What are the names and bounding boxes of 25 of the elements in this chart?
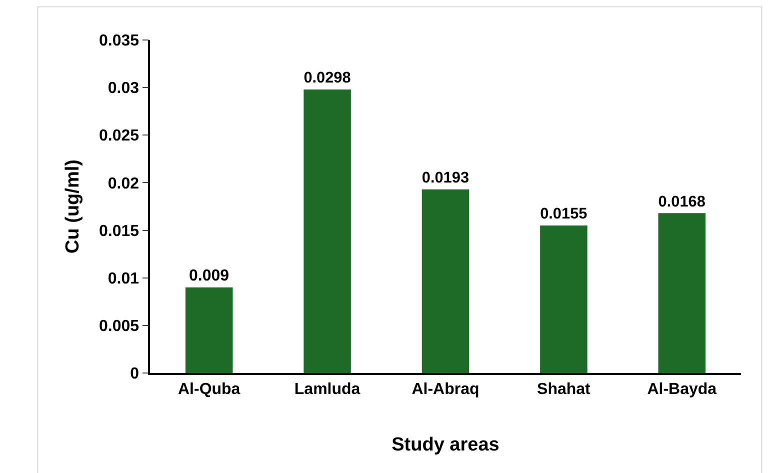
y-tick-label: 0.02 — [108, 175, 140, 192]
x-tick-label: Al-Quba — [178, 380, 240, 398]
y-axis-title: Cu (ug/ml) — [62, 160, 84, 254]
bar — [185, 287, 233, 373]
data-label: 0.0193 — [422, 170, 470, 187]
y-tick-label: 0 — [130, 366, 140, 383]
y-tick-label: 0.005 — [99, 318, 140, 336]
x-tick-label: Lamluda — [294, 380, 360, 398]
data-label: 0.0168 — [658, 193, 706, 210]
x-axis-title: Study areas — [392, 434, 500, 456]
data-label: 0.009 — [189, 267, 230, 284]
bar — [658, 213, 706, 373]
y-tick-label: 0.015 — [99, 222, 140, 240]
x-tick-label: Al-Bayda — [647, 380, 717, 398]
y-tick-label: 0.01 — [108, 270, 140, 288]
data-label: 0.0298 — [304, 70, 352, 87]
bar — [540, 226, 588, 373]
x-tick-label: Shahat — [537, 380, 592, 398]
y-tick-label: 0.03 — [108, 80, 140, 98]
y-tick-label: 0.025 — [99, 128, 140, 145]
bar — [422, 189, 470, 373]
data-label: 0.0155 — [540, 206, 588, 223]
bar — [304, 89, 351, 373]
y-tick-label: 0.035 — [99, 32, 140, 50]
x-tick-label: Al-Abraq — [412, 380, 480, 398]
